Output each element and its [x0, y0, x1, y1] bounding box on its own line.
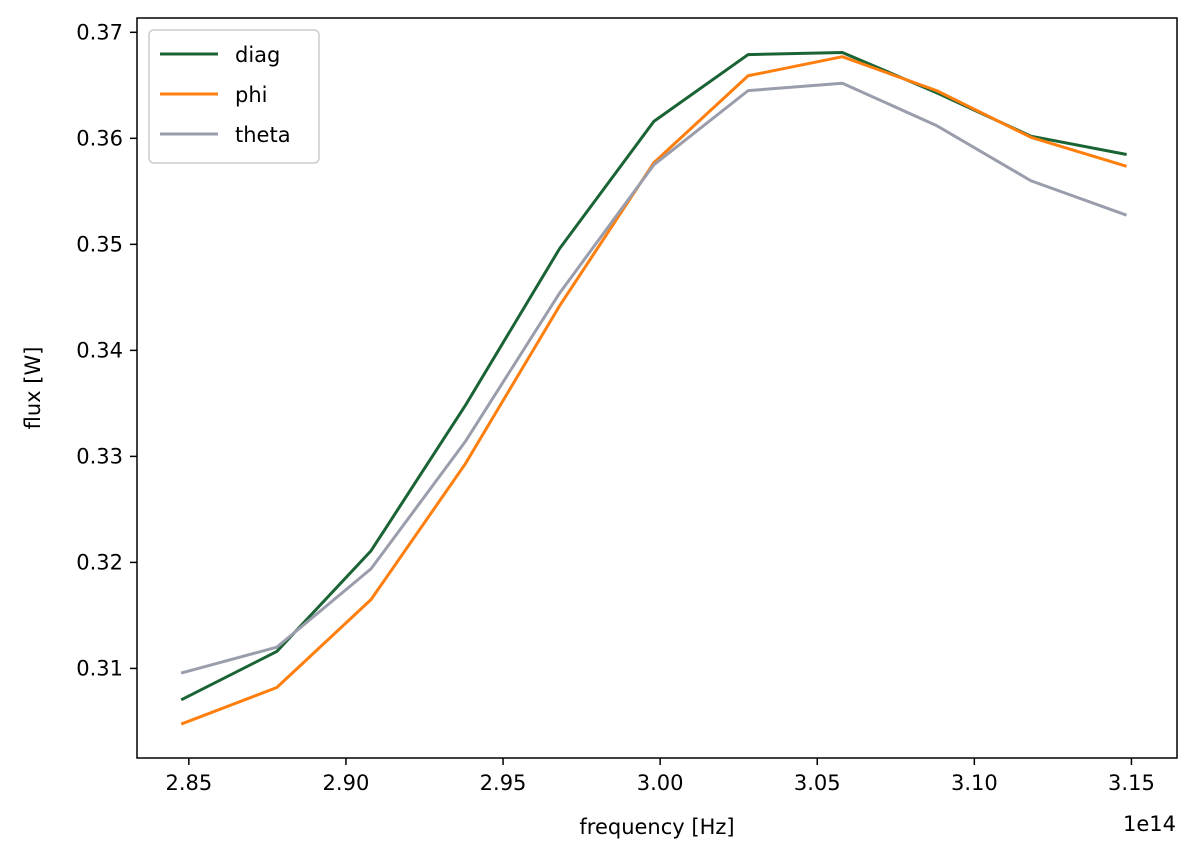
plot-frame: [136, 17, 1178, 759]
y-axis-label: flux [W]: [21, 347, 45, 430]
y-tick-label: 0.35: [76, 232, 123, 256]
legend-label-theta: theta: [235, 123, 291, 147]
series-layer: [180, 50, 1128, 726]
x-tick-label: 3.05: [794, 771, 841, 795]
x-axis: 2.85 2.90 2.95 3.00 3.05 3.10 3.15: [165, 758, 1155, 795]
x-axis-offset-label: 1e14: [1123, 812, 1176, 836]
series-line-phi: [180, 55, 1128, 726]
legend-label-diag: diag: [235, 43, 280, 67]
legend-label-phi: phi: [235, 83, 267, 107]
x-tick-label: 3.15: [1108, 771, 1155, 795]
legend: diag phi theta: [148, 29, 320, 164]
x-tick-label: 2.90: [323, 771, 370, 795]
x-tick-label: 3.00: [637, 771, 684, 795]
x-tick-label: 2.95: [480, 771, 527, 795]
series-line-theta: [180, 81, 1128, 675]
x-tick-label: 2.85: [165, 771, 212, 795]
y-tick-label: 0.33: [76, 444, 123, 468]
y-tick-label: 0.37: [76, 20, 123, 44]
y-axis: 0.31 0.32 0.33 0.34 0.35 0.36 0.37: [76, 20, 137, 680]
x-axis-label: frequency [Hz]: [579, 815, 734, 839]
y-tick-label: 0.32: [76, 550, 123, 574]
y-tick-label: 0.34: [76, 338, 123, 362]
x-tick-label: 3.10: [951, 771, 998, 795]
y-tick-label: 0.31: [76, 656, 123, 680]
legend-box: [148, 29, 320, 164]
y-tick-label: 0.36: [76, 126, 123, 150]
